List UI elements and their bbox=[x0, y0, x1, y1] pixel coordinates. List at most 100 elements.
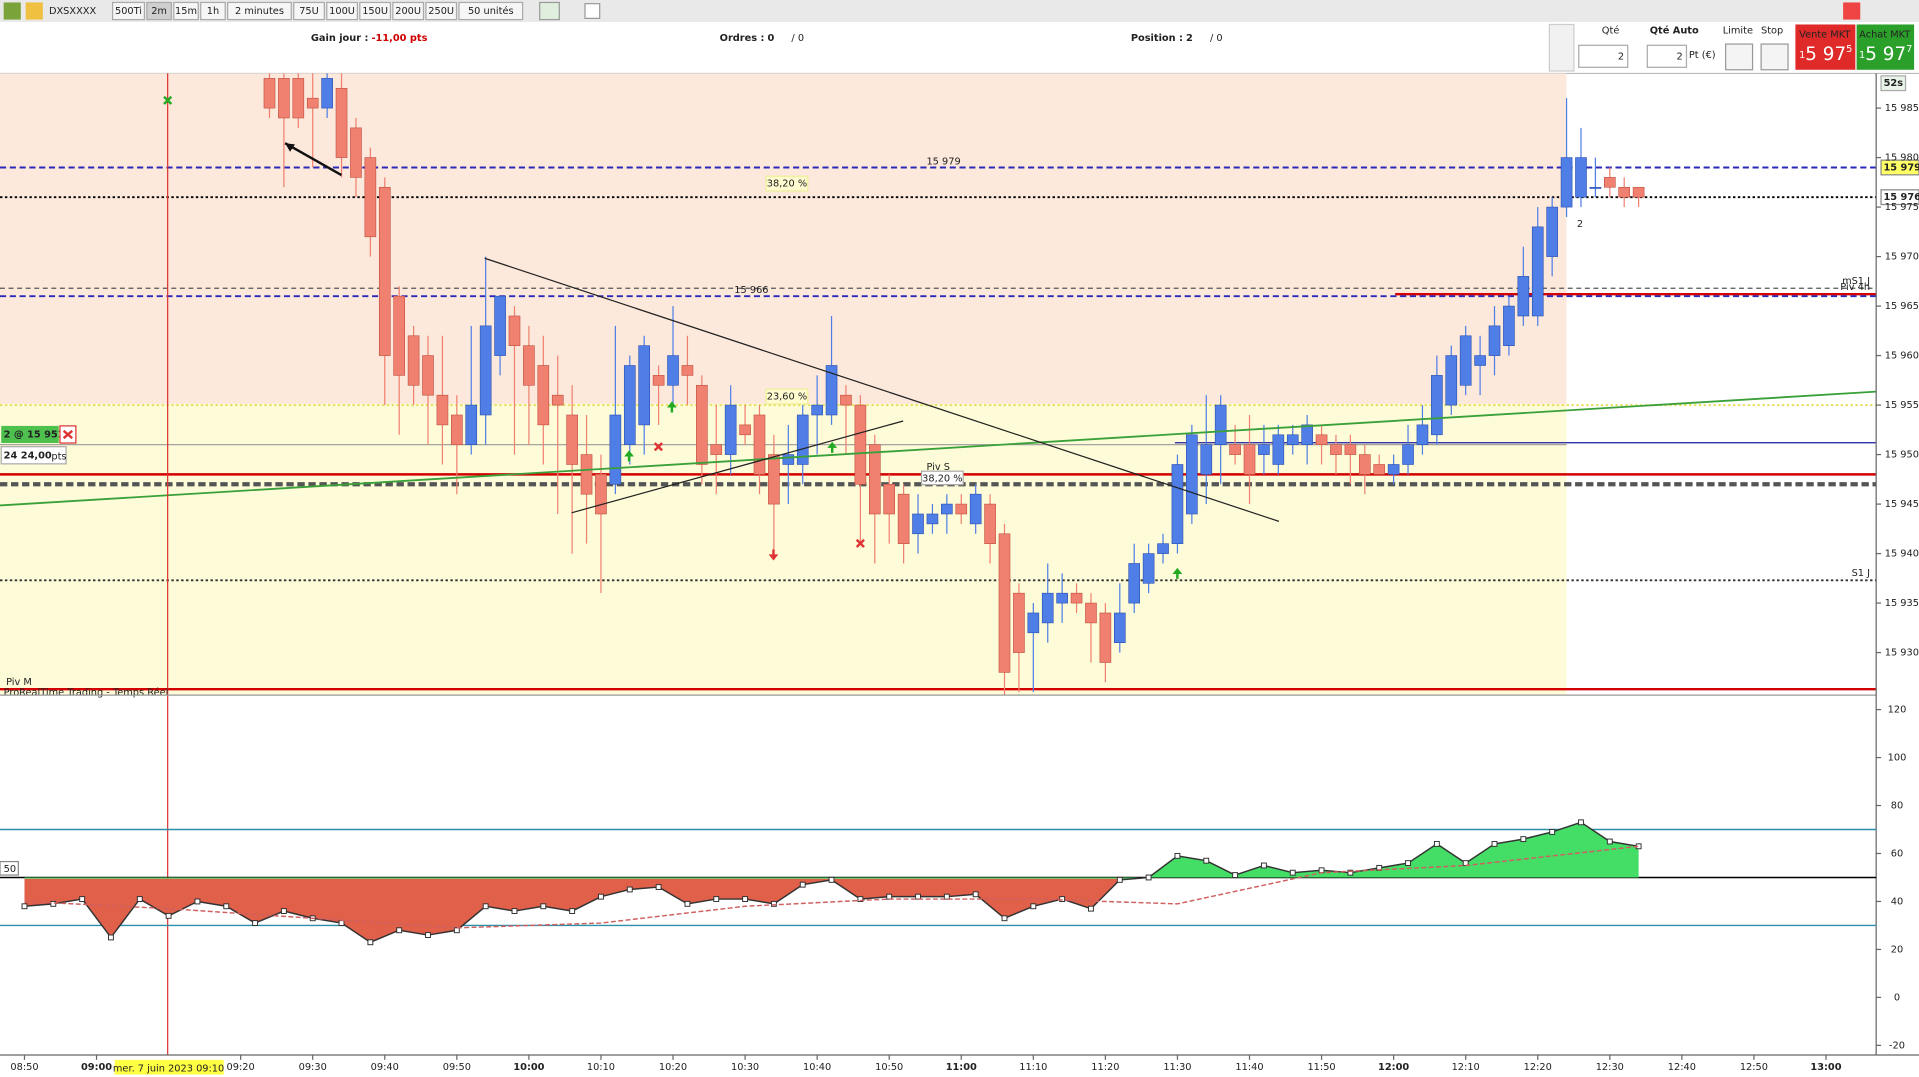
toolbar-button[interactable] bbox=[146, 1, 172, 21]
candle-body bbox=[753, 414, 766, 475]
candle-body bbox=[1459, 335, 1472, 386]
orders-label: Ordres : bbox=[720, 33, 765, 44]
toolbar-button[interactable] bbox=[326, 1, 358, 21]
icon[interactable] bbox=[1843, 2, 1861, 20]
axes: 15 930 15 935 15 940 15 945 15 950 15 955 15 9… bbox=[10, 103, 1919, 1075]
toolbar-button[interactable] bbox=[173, 1, 199, 21]
x-tick-label: 09:30 bbox=[299, 1062, 327, 1073]
rsi-point bbox=[136, 896, 143, 903]
candle-body bbox=[912, 513, 924, 535]
x-tick-label: 09:00 bbox=[81, 1062, 112, 1073]
candle-body bbox=[710, 444, 723, 455]
candle-body bbox=[638, 345, 651, 426]
pts-value: 24,00 bbox=[21, 450, 52, 461]
candle-body bbox=[1358, 454, 1371, 475]
candle-body bbox=[609, 414, 622, 485]
candle-body bbox=[854, 404, 867, 485]
candle-body bbox=[1243, 444, 1256, 475]
candle-body bbox=[508, 315, 521, 346]
x-tick-label: 11:00 bbox=[946, 1062, 977, 1073]
rsi-point bbox=[252, 920, 259, 926]
icon[interactable] bbox=[3, 2, 21, 20]
rsi-point bbox=[1059, 896, 1066, 903]
icon[interactable] bbox=[25, 2, 43, 20]
sell-price: 15 975 bbox=[1799, 44, 1852, 65]
rsi-point bbox=[1030, 903, 1037, 910]
source: ProRealTime Trading - Temps Réel bbox=[4, 687, 169, 699]
toolbar-button[interactable] bbox=[359, 1, 392, 21]
chart-type[interactable] bbox=[539, 1, 560, 21]
rsi-point bbox=[1116, 876, 1123, 883]
toolbar-button[interactable] bbox=[200, 1, 226, 21]
candle-body bbox=[1301, 424, 1313, 445]
candle-body bbox=[1503, 305, 1515, 346]
candle-body bbox=[1171, 464, 1184, 544]
rsi-point bbox=[338, 920, 345, 926]
level-label: 15 979 bbox=[926, 156, 960, 167]
qty-input[interactable] bbox=[1578, 44, 1629, 68]
y-tick-label: 15 965 bbox=[1885, 301, 1919, 312]
toolbar-button[interactable] bbox=[293, 1, 325, 21]
info[interactable] bbox=[584, 3, 601, 19]
position-label: Position : bbox=[1131, 33, 1183, 44]
timer: 52s bbox=[1884, 78, 1904, 89]
position-box[interactable] bbox=[1, 425, 59, 444]
candle-body bbox=[1575, 157, 1587, 198]
toolbar-button[interactable] bbox=[111, 1, 146, 21]
x-tick-label: 12:00 bbox=[1378, 1062, 1409, 1073]
tools[interactable] bbox=[1548, 23, 1575, 72]
candle-body bbox=[1488, 325, 1501, 356]
candle-body bbox=[1330, 444, 1342, 455]
toolbar-buttons: 500Ti 2m 15m 1h 2 minutes 75U 100U 150U 200U 250U… bbox=[111, 1, 524, 21]
rsi-point bbox=[223, 903, 230, 910]
candle-body bbox=[278, 78, 290, 119]
candle-body bbox=[523, 345, 535, 386]
rsi-point bbox=[511, 908, 518, 914]
gain-value: -11,00 pts bbox=[371, 33, 427, 44]
candle-body bbox=[739, 424, 751, 436]
toolbar-button-label: 1h bbox=[207, 6, 219, 17]
candle-body bbox=[422, 355, 434, 396]
qty-auto-input[interactable] bbox=[1646, 44, 1688, 68]
x-tick-label: 12:10 bbox=[1452, 1062, 1480, 1073]
symbol[interactable]: DXSXXXX bbox=[49, 6, 97, 17]
sell-button[interactable] bbox=[1795, 24, 1856, 70]
rsi-point bbox=[1347, 869, 1354, 876]
position-value: 2 bbox=[1186, 33, 1193, 44]
limit-button[interactable] bbox=[1725, 43, 1754, 71]
candle-body bbox=[667, 355, 679, 386]
candle-body bbox=[1157, 543, 1169, 554]
candle-body bbox=[811, 404, 823, 416]
candle-body bbox=[1027, 612, 1040, 634]
toolbar-button[interactable] bbox=[458, 1, 524, 21]
candle-body bbox=[652, 375, 665, 386]
toolbar-button[interactable] bbox=[392, 1, 425, 21]
candle-body bbox=[1387, 464, 1400, 475]
x-tick-label: 12:20 bbox=[1524, 1062, 1552, 1073]
buy-button[interactable] bbox=[1856, 24, 1915, 70]
candle-body bbox=[1200, 444, 1213, 475]
y-tick-label: 15 960 bbox=[1885, 351, 1919, 362]
candle-body bbox=[1589, 186, 1602, 189]
candle-body bbox=[393, 295, 406, 376]
fib-box bbox=[765, 388, 809, 405]
candle-body bbox=[868, 444, 881, 515]
x-tick-label: 11:50 bbox=[1307, 1062, 1335, 1073]
y-tick-label: 15 935 bbox=[1885, 598, 1919, 609]
x-tick-label: 10:40 bbox=[803, 1062, 831, 1073]
stop-button[interactable] bbox=[1760, 43, 1789, 71]
arrow-head bbox=[285, 143, 295, 152]
rsi-point bbox=[655, 884, 662, 891]
toolbar-button[interactable] bbox=[227, 1, 292, 21]
price-part: 1 bbox=[1859, 50, 1865, 61]
rsi-point bbox=[799, 881, 806, 888]
candle-body bbox=[494, 295, 506, 356]
candle-body bbox=[407, 335, 420, 386]
rsi-point bbox=[1433, 840, 1440, 847]
toolbar-button[interactable] bbox=[425, 1, 458, 21]
pts-qty: 24 bbox=[4, 450, 18, 461]
rsi-point bbox=[50, 900, 57, 907]
x-tick-label: 10:00 bbox=[513, 1062, 544, 1073]
